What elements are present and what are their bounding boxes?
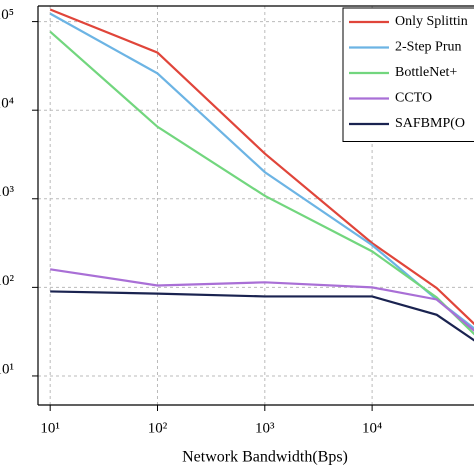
- data-line: [50, 290, 474, 342]
- y-tick-label: 10¹: [0, 361, 14, 377]
- legend-label: BottleNet+: [395, 65, 457, 80]
- y-tick-label: 10⁵: [0, 7, 14, 23]
- legend-box: [342, 7, 474, 142]
- legend-label: CCTO: [395, 91, 432, 106]
- x-tick-label: 10¹: [40, 420, 60, 436]
- x-tick-label: 10²: [148, 420, 168, 436]
- legend-label: 2-Step Prun: [395, 40, 462, 55]
- data-line: [49, 8, 474, 326]
- x-tick-label: 10⁴: [362, 420, 382, 436]
- x-axis-label: Network Bandwidth(Bps): [182, 449, 348, 466]
- y-tick-label: 10³: [0, 184, 15, 200]
- x-tick-label: 10³: [255, 420, 275, 436]
- y-tick-label: 10²: [0, 273, 15, 289]
- data-line: [50, 268, 474, 332]
- legend-label: SAFBMP(O: [395, 116, 465, 131]
- y-tick-label: 10⁴: [0, 96, 14, 112]
- legend-label: Only Splittin: [395, 14, 468, 29]
